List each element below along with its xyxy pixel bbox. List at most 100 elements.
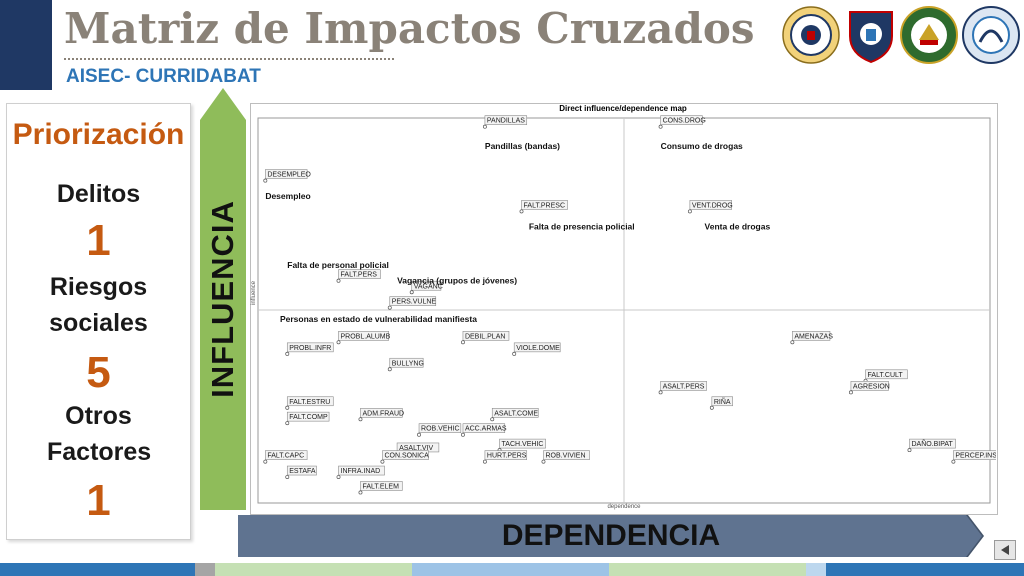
point-label: RIÑA bbox=[714, 397, 731, 406]
point-label: INFRA.INAD bbox=[341, 468, 381, 475]
title-divider bbox=[64, 58, 394, 60]
panel-item-count-delitos: 1 bbox=[86, 216, 111, 265]
annotation-5: Falta de personal policial bbox=[287, 260, 389, 270]
data-point-15: ASALT.PERS bbox=[658, 381, 707, 395]
point-label: FALT.CAPC bbox=[267, 453, 304, 460]
point-label-box bbox=[286, 465, 317, 476]
point-label-box bbox=[521, 200, 568, 210]
point-marker bbox=[461, 432, 465, 437]
point-label: ESTAFA bbox=[289, 468, 316, 475]
annotation-4: Venta de drogas bbox=[705, 222, 771, 232]
point-label-box bbox=[484, 450, 528, 460]
point-label: FALT.PRESC bbox=[524, 202, 566, 209]
point-label-box bbox=[660, 115, 703, 125]
point-label: BULLYNG bbox=[392, 360, 424, 367]
point-label: DEBIL.PLAN bbox=[465, 333, 505, 340]
panel-item-label-otros: Otros Factores bbox=[47, 402, 152, 466]
annotation-6: Vagancia (grupos de jóvenes) bbox=[397, 276, 517, 286]
page-title: Matriz de Impactos Cruzados bbox=[64, 4, 755, 53]
panel-item-label-delitos: Delitos bbox=[56, 180, 141, 208]
data-point-33: INFRA.INAD bbox=[336, 465, 385, 479]
point-marker bbox=[285, 421, 290, 426]
data-point-26: DAÑO.BIPAT bbox=[907, 438, 956, 453]
point-label-box bbox=[909, 438, 956, 449]
data-point-10: PROBL.INFR bbox=[285, 342, 334, 356]
point-label-box bbox=[265, 169, 308, 179]
point-label-box bbox=[484, 115, 528, 125]
chart-title: Direct influence/dependence map bbox=[559, 104, 687, 113]
point-marker bbox=[380, 459, 385, 464]
data-point-19: ADM.FRAUD bbox=[358, 407, 404, 422]
point-label: DESEMPLEO bbox=[267, 172, 311, 179]
point-label-box bbox=[711, 396, 733, 407]
point-label: CONS.DROG bbox=[663, 118, 706, 125]
point-label-box bbox=[286, 411, 330, 422]
data-point-11: VIOLE.DOME bbox=[512, 342, 561, 356]
point-marker bbox=[512, 351, 517, 356]
y-axis-label: influence bbox=[251, 280, 257, 305]
point-label: ROB.VIVIEN bbox=[545, 453, 585, 460]
point-marker bbox=[482, 124, 487, 129]
point-marker bbox=[658, 124, 663, 129]
point-marker bbox=[417, 432, 421, 437]
footer-strip-7 bbox=[826, 563, 1024, 576]
us-embassy-seal-icon bbox=[782, 6, 840, 64]
annotation-3: Falta de presencia policial bbox=[529, 222, 635, 232]
point-label: PERS.VULNE bbox=[392, 299, 437, 306]
panel-item-count-otros: 1 bbox=[86, 476, 111, 525]
panel-title: Priorización bbox=[12, 118, 185, 151]
data-point-27: FALT.CAPC bbox=[263, 450, 308, 464]
point-marker bbox=[848, 390, 853, 395]
point-label-box bbox=[360, 481, 403, 491]
point-label: TACH.VEHIC bbox=[502, 441, 544, 448]
point-marker bbox=[358, 417, 363, 422]
point-label: PROBL.INFR bbox=[289, 345, 331, 352]
back-arrow-icon[interactable] bbox=[994, 540, 1016, 560]
point-label-box bbox=[543, 450, 590, 460]
footer-strip-3 bbox=[215, 563, 412, 576]
annotation-2: Desempleo bbox=[265, 191, 310, 201]
fuerza-publica-badge-icon bbox=[842, 6, 900, 64]
point-marker bbox=[358, 490, 363, 495]
point-label: PERCEP.INS bbox=[955, 453, 996, 460]
point-marker bbox=[336, 340, 341, 345]
point-label-box bbox=[953, 450, 996, 460]
point-label-box bbox=[286, 342, 334, 353]
point-marker bbox=[336, 475, 341, 479]
point-label-box bbox=[499, 438, 546, 449]
point-label-box bbox=[689, 200, 732, 210]
point-label: PANDILLAS bbox=[487, 118, 525, 125]
point-label: ACC.ARMAS bbox=[465, 426, 507, 433]
point-label-box bbox=[660, 381, 707, 391]
point-label-box bbox=[865, 369, 908, 380]
point-marker bbox=[541, 459, 546, 464]
point-label: VAGANC bbox=[414, 283, 443, 290]
data-point-7: PERS.VULNE bbox=[387, 296, 437, 310]
point-label-box bbox=[418, 423, 462, 434]
point-label: AMENAZAS bbox=[794, 333, 833, 340]
point-label: DAÑO.BIPAT bbox=[911, 439, 953, 448]
point-label: FALT.COMP bbox=[289, 414, 328, 421]
point-marker bbox=[687, 209, 692, 214]
point-label: ASALT.VIV bbox=[399, 445, 433, 452]
point-marker bbox=[285, 351, 290, 356]
point-label: FALT.ELEM bbox=[362, 483, 399, 490]
point-marker bbox=[907, 448, 912, 453]
point-marker bbox=[951, 459, 956, 464]
data-point-18: RIÑA bbox=[709, 396, 733, 410]
point-marker bbox=[285, 475, 290, 479]
point-label-box bbox=[411, 280, 442, 291]
point-marker bbox=[519, 209, 524, 214]
point-marker bbox=[263, 459, 268, 464]
point-label-box bbox=[360, 407, 403, 418]
data-point-16: AGRESION bbox=[848, 381, 890, 395]
data-point-0: PANDILLAS bbox=[482, 115, 528, 129]
point-label-box bbox=[338, 331, 390, 341]
influence-dependence-chart: Direct influence/dependence map dependen… bbox=[251, 104, 996, 510]
data-point-28: CON.SONICA bbox=[380, 450, 429, 464]
x-axis-label: dependence bbox=[607, 504, 641, 510]
panel-item-count-riesgos: 5 bbox=[86, 348, 111, 397]
influence-arrow bbox=[200, 88, 246, 510]
aisec-logo-icon bbox=[962, 6, 1020, 64]
point-label: ASALT.COME bbox=[494, 410, 538, 417]
